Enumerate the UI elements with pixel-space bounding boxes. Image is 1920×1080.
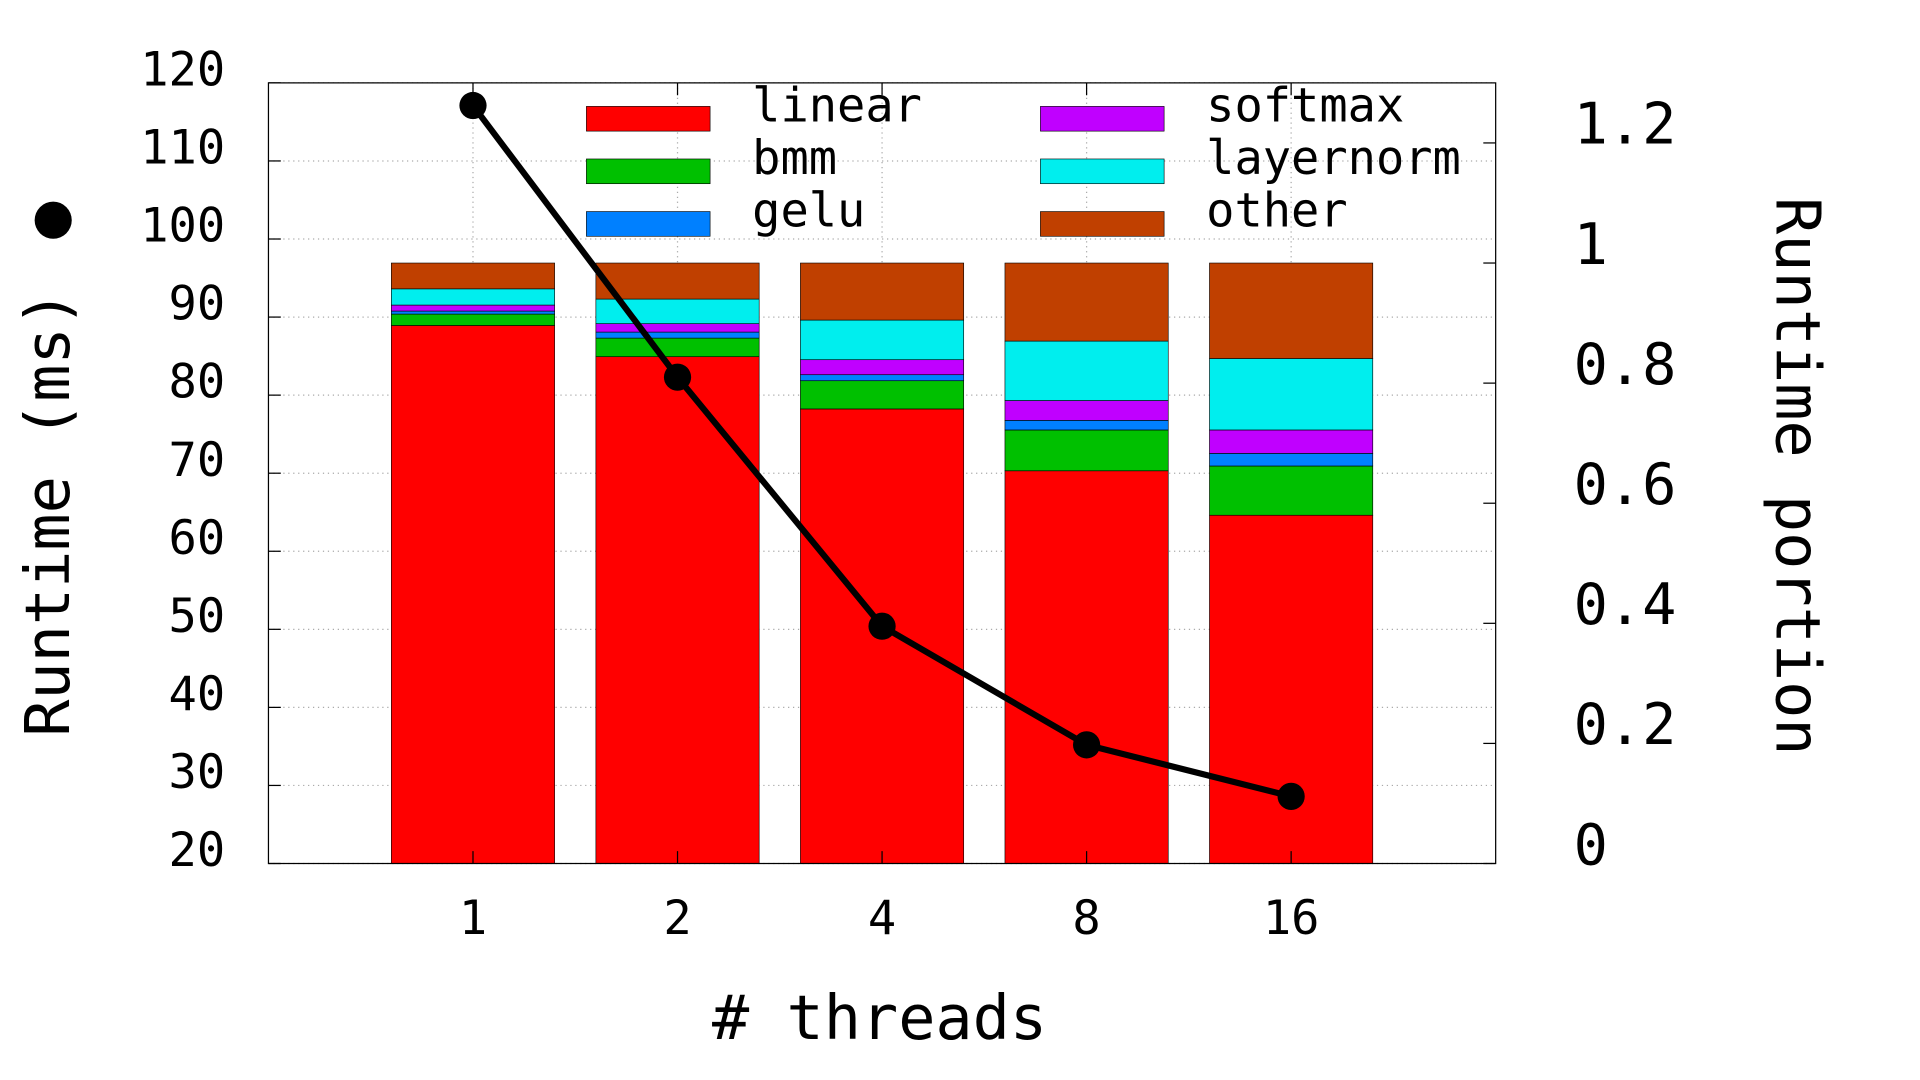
bar-segment [1004,340,1169,401]
y-tick-label: 20 [169,823,226,878]
bar-segment [800,359,965,376]
y-tick-label: 80 [169,355,226,410]
bar-segment [391,262,555,290]
legend-label: linear [752,78,922,133]
y2-tick-label: 0 [1574,812,1608,878]
bar-segment [1004,420,1169,431]
legend-swatch [586,211,711,237]
bar-segment [595,323,760,333]
y-tick-label: 120 [140,42,225,97]
legend-swatch [1040,211,1165,237]
bar-segment [391,304,555,312]
y-tick-label: 90 [169,277,226,332]
bar-segment [1209,465,1374,516]
y-tick-label: 110 [140,121,225,176]
legend-swatch [586,158,711,185]
legend-label: layernorm [1206,131,1461,186]
x-tick-label: 2 [663,891,691,946]
line-point [1277,782,1305,810]
bar-segment [391,325,555,864]
legend-label: bmm [752,131,837,186]
legend-label: gelu [752,184,865,239]
legend-swatch [1040,106,1165,132]
y2-tick-label: 0.2 [1574,692,1677,758]
bar-segment [595,356,760,864]
y-tick-label: 100 [140,199,225,254]
x-axis-title: # threads [712,982,1047,1054]
x-tick-label: 8 [1072,891,1100,946]
bar-segment [1004,429,1169,472]
legend-swatch [1040,158,1165,185]
y2-tick-label: 1.2 [1574,92,1677,158]
bar-segment [391,288,555,306]
bar-segment [800,319,965,361]
legend-swatch [586,106,711,132]
y2-tick-label: 0.8 [1574,332,1677,398]
line-point [868,612,896,640]
y-tick-label: 70 [169,433,226,488]
bar-segment [1209,453,1374,467]
bar-segment [391,313,555,326]
bar-segment [800,380,965,410]
y-axis-marker [34,201,72,239]
bar-segment [1209,429,1374,454]
bar-segment [1209,262,1374,359]
y-tick-label: 40 [169,667,226,722]
y-tick-label: 30 [169,745,226,800]
bar-segment [595,331,760,339]
legend-label: softmax [1206,78,1404,133]
bars [391,262,1374,864]
y-tick-label: 50 [169,589,226,644]
bar-segment [1209,358,1374,431]
y-axis-title: Runtime (ms) [12,290,84,737]
bar-segment [1004,400,1169,421]
y2-tick-label: 0.6 [1574,452,1677,518]
x-tick-label: 1 [459,891,487,946]
bar-segment [800,374,965,382]
x-tick-label: 4 [868,891,896,946]
y2-tick-label: 1 [1574,212,1608,278]
bar-segment [595,337,760,358]
y2-tick-label: 0.4 [1574,572,1677,638]
x-tick-label: 16 [1263,891,1320,946]
line-point [459,91,487,120]
bar-segment [391,310,555,315]
bar-segment [1209,514,1374,864]
bar-segment [595,262,760,300]
labels: 20 30 40 50 60 70 80 90 100 110 120 0 0.2 0.4 0.6 0.8 1 1… [140,42,1676,946]
bar-segment [800,262,965,321]
line-point [1072,731,1101,759]
y-tick-label: 60 [169,511,226,566]
legend-label: other [1206,184,1347,239]
line-point [663,363,692,391]
bar-segment [1004,470,1169,864]
y2-axis-title: Runtime portion [1762,197,1834,756]
bar-segment [1004,262,1169,342]
line-layer [268,82,1496,865]
